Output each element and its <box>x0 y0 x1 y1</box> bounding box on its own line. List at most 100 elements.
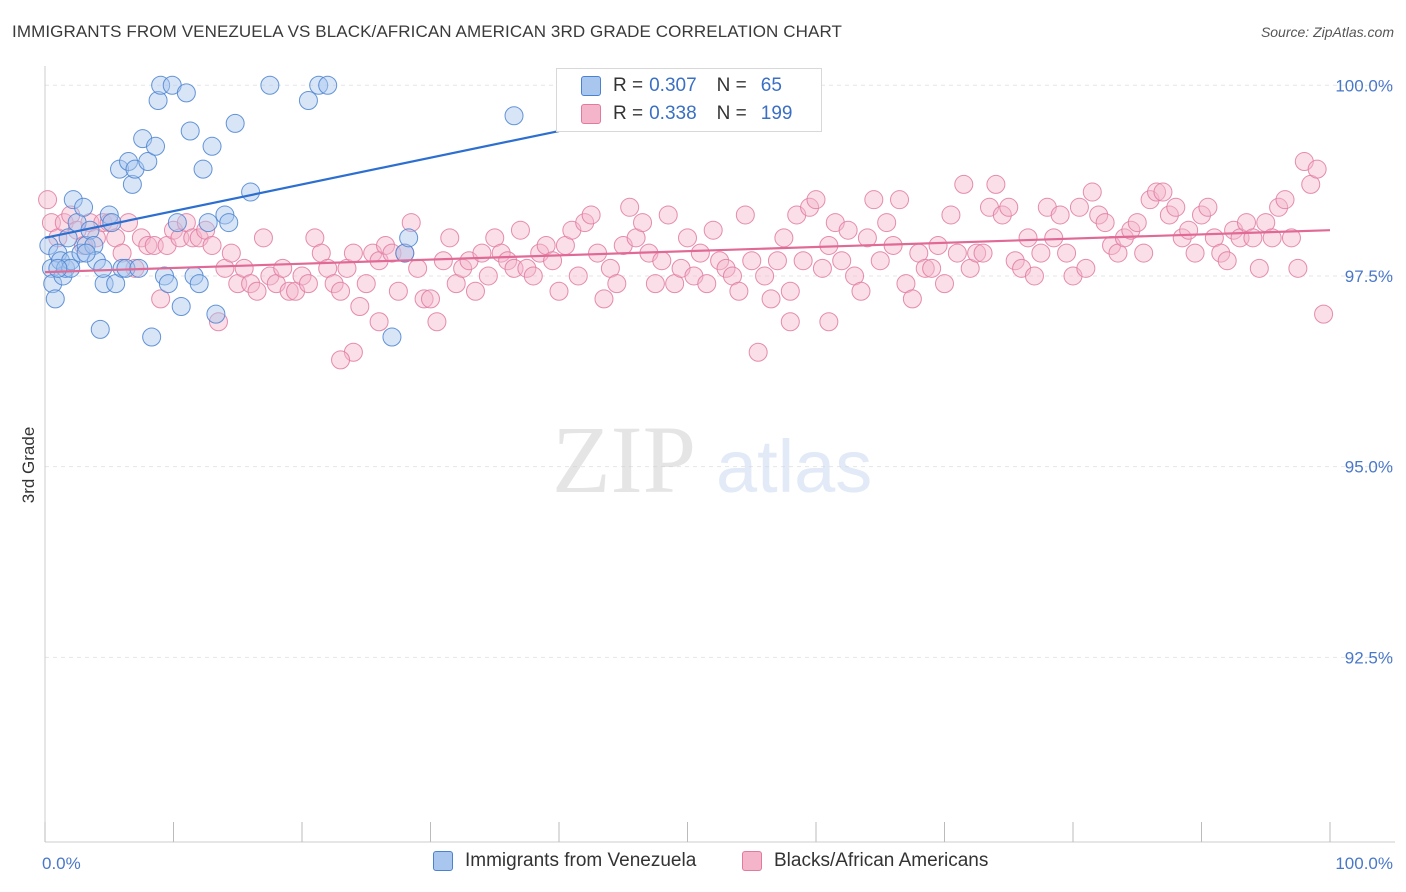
blue-point <box>189 274 209 294</box>
pink-point <box>780 281 800 301</box>
blue-point <box>504 106 524 126</box>
pink-point <box>697 274 717 294</box>
pink-trend-line <box>44 229 1331 274</box>
axes <box>44 66 1395 843</box>
x-tick-label: 100.0% <box>1335 854 1393 873</box>
pink-point <box>324 274 344 294</box>
pink-point <box>1121 220 1141 240</box>
pink-point <box>523 266 543 286</box>
pink-point <box>1269 197 1289 217</box>
pink-point <box>967 243 987 263</box>
pink-point <box>343 243 363 263</box>
pink-point <box>851 281 871 301</box>
pink-point <box>350 296 370 316</box>
pink-point <box>902 289 922 309</box>
blue-point <box>176 83 196 103</box>
blue-points <box>39 75 524 347</box>
pink-point <box>568 266 588 286</box>
pink-point <box>1050 205 1070 225</box>
legend-r-label-pink: R = <box>613 103 644 124</box>
pink-point <box>388 281 408 301</box>
pink-point <box>748 342 768 362</box>
bottom-legend-pink: Blacks/African Americans <box>742 850 988 872</box>
blue-point <box>74 197 94 217</box>
pink-point <box>472 243 492 263</box>
pink-point <box>1153 182 1173 202</box>
pink-point <box>478 266 498 286</box>
watermark: ZIP atlas <box>552 406 872 513</box>
blue-point <box>198 213 218 233</box>
y-tick-label: 95.0% <box>1345 458 1393 477</box>
legend-swatch-blue <box>581 76 601 96</box>
pink-point <box>710 251 730 271</box>
pink-point <box>1192 205 1211 225</box>
pink-point <box>954 174 974 194</box>
blue-point <box>94 274 114 294</box>
pink-point <box>38 190 58 210</box>
blue-point <box>171 296 191 316</box>
pink-point <box>202 235 222 255</box>
blue-trend-line <box>44 129 560 239</box>
pink-point <box>742 251 762 271</box>
pink-point <box>690 243 710 263</box>
blue-point <box>180 121 200 141</box>
pink-point <box>292 266 312 286</box>
pink-point <box>1198 197 1218 217</box>
blue-point <box>63 190 83 210</box>
legend-n-label-pink: N = <box>716 103 747 124</box>
blue-point <box>151 75 171 95</box>
y-axis-label: 3rd Grade <box>19 427 38 504</box>
pink-point <box>510 220 530 240</box>
bottom-legend-blue: Immigrants from Venezuela <box>433 850 696 872</box>
pink-point <box>1288 258 1308 278</box>
blue-point <box>219 213 239 233</box>
legend-swatch-pink <box>581 104 601 124</box>
blue-point <box>193 159 213 179</box>
pink-point <box>1057 243 1077 263</box>
pink-point <box>806 190 826 210</box>
pink-point <box>890 190 910 210</box>
bottom-legend-label-pink: Blacks/African Americans <box>774 850 989 871</box>
pink-point <box>941 205 961 225</box>
pink-point <box>1211 243 1231 263</box>
pink-point <box>1179 220 1199 240</box>
blue-point <box>90 319 110 339</box>
blue-point <box>298 91 318 111</box>
pink-point <box>401 213 421 233</box>
pink-point <box>864 190 884 210</box>
pink-point <box>1166 197 1186 217</box>
pink-point <box>1044 228 1064 248</box>
pink-point <box>1185 243 1205 263</box>
pink-point <box>151 289 171 309</box>
pink-point <box>414 289 434 309</box>
pink-point <box>273 258 293 278</box>
pink-point <box>440 228 460 248</box>
pink-point <box>703 220 723 240</box>
blue-point <box>202 136 222 156</box>
pink-point <box>1275 190 1295 210</box>
pink-point <box>645 274 665 294</box>
grid-lines <box>45 84 1395 658</box>
chart-title: IMMIGRANTS FROM VENEZUELA VS BLACK/AFRIC… <box>12 22 843 41</box>
legend-n-value-blue: 65 <box>760 75 782 96</box>
pink-point <box>716 258 736 278</box>
pink-point <box>735 205 755 225</box>
pink-point <box>408 258 428 278</box>
x-tick-label: 0.0% <box>42 854 81 873</box>
pink-point <box>112 243 132 263</box>
blue-point <box>122 174 142 194</box>
pink-point <box>1076 258 1096 278</box>
pink-point <box>857 228 877 248</box>
pink-point <box>1172 228 1192 248</box>
watermark-zip: ZIP <box>552 406 696 513</box>
pink-point <box>761 289 781 309</box>
pink-point <box>928 235 948 255</box>
pink-points <box>38 152 1334 370</box>
chart-source: Source: ZipAtlas.com <box>1260 24 1394 40</box>
pink-point <box>652 251 672 271</box>
pink-point <box>298 274 318 294</box>
pink-point <box>780 312 800 332</box>
blue-point <box>142 327 162 347</box>
pink-point <box>138 235 158 255</box>
